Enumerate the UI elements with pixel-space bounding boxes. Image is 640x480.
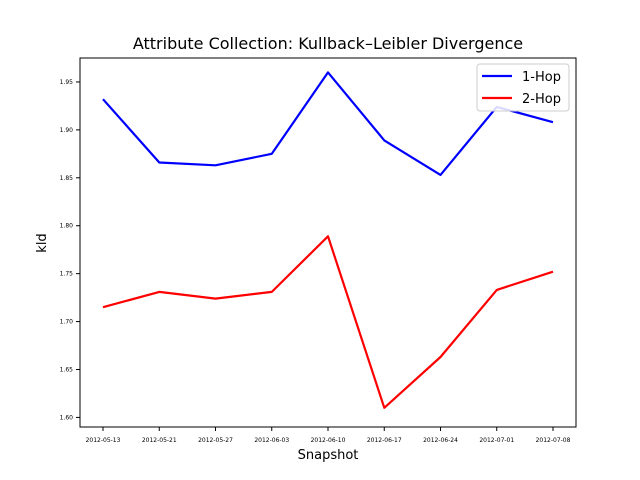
y-axis: 1.60 1.65 1.70 1.75 1.80 1.85 1.90 1.95 xyxy=(60,79,80,421)
x-tick-label: 2012-05-27 xyxy=(198,437,233,444)
x-tick-label: 2012-06-03 xyxy=(254,437,289,444)
x-tick-label: 2012-07-08 xyxy=(536,437,571,444)
y-tick-label: 1.60 xyxy=(60,414,74,421)
series-lines xyxy=(102,71,554,409)
x-tick-label: 2012-05-21 xyxy=(142,437,177,444)
series-line-1 xyxy=(102,71,554,176)
y-tick-label: 1.90 xyxy=(60,127,74,134)
y-tick-label: 1.80 xyxy=(60,223,74,230)
y-tick-label: 1.85 xyxy=(60,175,74,182)
y-tick-label: 1.95 xyxy=(60,79,74,86)
x-tick-label: 2012-06-17 xyxy=(367,437,402,444)
x-axis-label: Snapshot xyxy=(298,448,359,463)
x-axis: 2012-05-13 2012-05-21 2012-05-27 2012-06-03… xyxy=(86,427,571,444)
plot-area xyxy=(79,57,577,428)
x-tick-label: 2012-07-01 xyxy=(479,437,514,444)
x-tick-label: 2012-06-24 xyxy=(423,437,458,444)
y-tick-label: 1.65 xyxy=(60,366,74,373)
legend-label: 2-Hop xyxy=(522,92,561,107)
legend-label: 1-Hop xyxy=(522,70,561,85)
series-line-2 xyxy=(102,235,554,409)
legend: 1-Hop 2-Hop xyxy=(476,63,570,112)
y-tick-label: 1.70 xyxy=(60,319,74,326)
y-tick-label: 1.75 xyxy=(60,271,74,278)
chart-title: Attribute Collection: Kullback–Leibler D… xyxy=(133,34,523,53)
y-axis-label: kld xyxy=(35,233,50,252)
x-tick-label: 2012-06-10 xyxy=(311,437,346,444)
x-tick-label: 2012-05-13 xyxy=(86,437,121,444)
